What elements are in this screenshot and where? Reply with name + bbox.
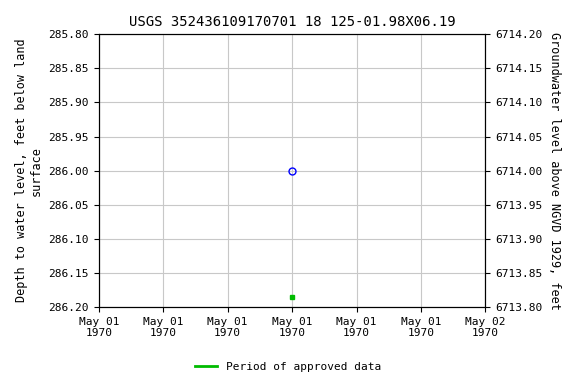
Y-axis label: Groundwater level above NGVD 1929, feet: Groundwater level above NGVD 1929, feet: [548, 32, 561, 310]
Y-axis label: Depth to water level, feet below land
surface: Depth to water level, feet below land su…: [15, 39, 43, 303]
Legend: Period of approved data: Period of approved data: [191, 358, 385, 377]
Title: USGS 352436109170701 18 125-01.98X06.19: USGS 352436109170701 18 125-01.98X06.19: [129, 15, 456, 29]
